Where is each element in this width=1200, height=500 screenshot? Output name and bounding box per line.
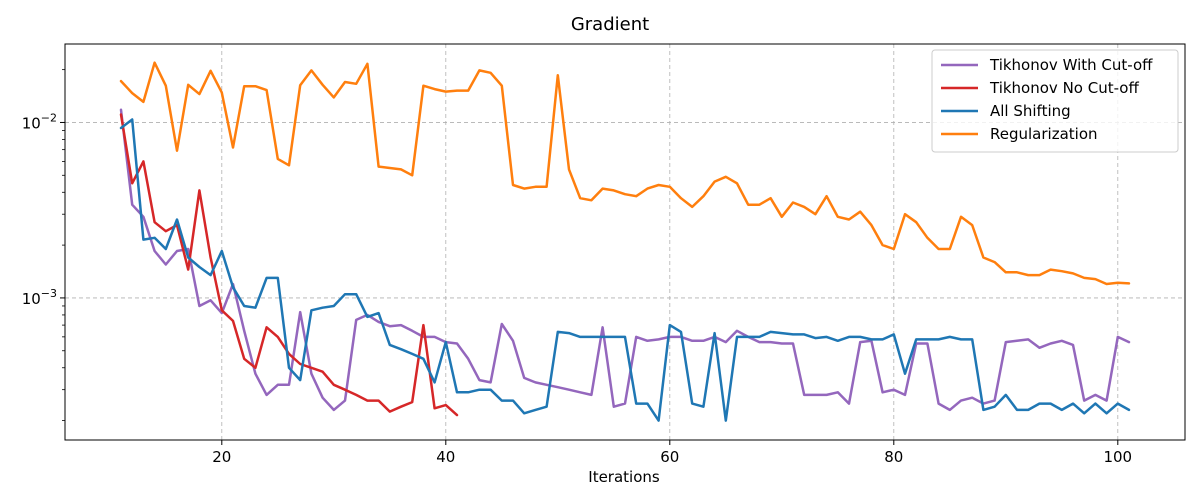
- legend-label: All Shifting: [990, 102, 1071, 120]
- axes: 20 40 60 80 100 10−3 10−2: [22, 69, 1132, 466]
- x-tick-label: 40: [436, 448, 455, 466]
- legend-label: Regularization: [990, 125, 1098, 143]
- chart-title: Gradient: [571, 14, 649, 35]
- x-tick-label: 20: [212, 448, 231, 466]
- legend: Tikhonov With Cut-off Tikhonov No Cut-off…: [931, 49, 1179, 153]
- series-line-2: [119, 113, 459, 417]
- x-tick-label: 100: [1103, 448, 1132, 466]
- plot-frame: [64, 43, 1186, 441]
- x-axis-label: Iterations: [588, 468, 660, 486]
- series-line-3: [119, 118, 1131, 422]
- legend-label: Tikhonov With Cut-off: [989, 56, 1153, 74]
- x-tick-label: 60: [660, 448, 679, 466]
- series-line-4: [119, 61, 1131, 286]
- x-tick-label: 80: [884, 448, 903, 466]
- series-line-1: [119, 108, 1131, 412]
- y-tick-label: 10−3: [22, 287, 57, 308]
- legend-label: Tikhonov No Cut-off: [989, 79, 1139, 97]
- series-lines: [119, 61, 1131, 422]
- legend-box: [931, 49, 1179, 153]
- y-tick-label: 10−2: [22, 111, 57, 132]
